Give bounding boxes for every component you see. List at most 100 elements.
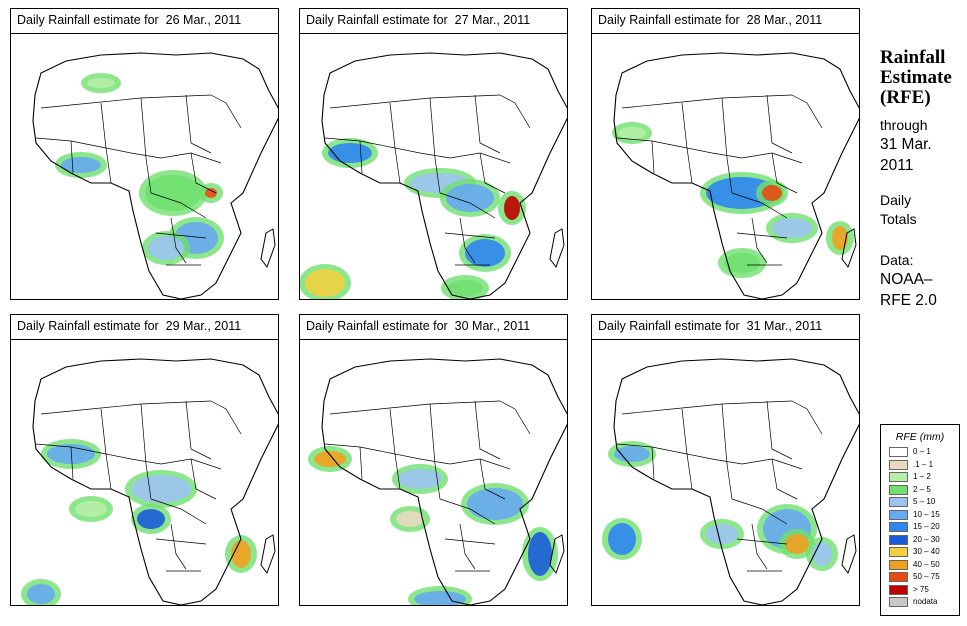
legend-label: .1 – 1 [913, 459, 934, 469]
rainfall-area [137, 509, 165, 529]
legend-label: 30 – 40 [913, 547, 940, 556]
legend-label: 0 – 1 [913, 447, 931, 456]
rainfall-area [832, 226, 848, 250]
country-border [210, 400, 242, 435]
rainfall-area [205, 188, 217, 198]
rainfall-area [614, 446, 650, 462]
country-border [751, 217, 768, 264]
country-border [434, 157, 441, 194]
country-border [130, 152, 222, 164]
rainfall-area [75, 501, 107, 517]
rainfall-area [61, 157, 101, 173]
rainfall-area [706, 524, 738, 544]
country-border [170, 523, 187, 570]
country-border [721, 97, 728, 159]
country-border [145, 157, 152, 194]
coastline [321, 52, 567, 299]
legend-label: 50 – 75 [913, 572, 940, 581]
country-border [359, 140, 363, 174]
rainfall-area [148, 236, 184, 260]
country-border [100, 408, 132, 460]
rainfall-area [618, 127, 646, 139]
country-border [155, 232, 207, 239]
color-legend: RFE (mm) 0 – 1 .1 – 1 1 – 2 2 – 5 5 – 10 10 –… [880, 424, 960, 616]
data-source-label: Data: [880, 252, 914, 268]
country-border [771, 458, 798, 500]
coastline [321, 358, 567, 605]
rainfall-map-panel: Daily Rainfall estimate for 26 Mar., 201… [10, 8, 279, 300]
map-canvas [21, 358, 278, 605]
country-border [736, 232, 788, 239]
country-border [155, 538, 207, 545]
legend-swatch [889, 509, 908, 520]
country-border [771, 152, 798, 194]
country-border [389, 408, 421, 460]
legend-label: 10 – 15 [913, 509, 940, 519]
country-border [389, 102, 421, 154]
country-border [651, 446, 655, 480]
country-border [105, 453, 112, 490]
panel-title: Daily Rainfall estimate for 29 Mar., 201… [11, 315, 278, 340]
country-border [190, 152, 217, 194]
map-canvas [308, 358, 567, 605]
through-label: through [880, 117, 928, 133]
coastline [613, 358, 859, 605]
madagascar-outline [549, 534, 565, 575]
country-border [621, 94, 793, 109]
country-border [419, 458, 511, 470]
country-border [185, 94, 212, 154]
rainfall-area [27, 584, 55, 604]
country-border [210, 94, 242, 129]
coastline [32, 358, 278, 605]
rainfall-area [314, 451, 346, 467]
country-border [40, 400, 212, 415]
rainfall-map-panel: Daily Rainfall estimate for 27 Mar., 201… [299, 8, 568, 300]
madagascar-outline [841, 534, 857, 575]
period-label: Daily Totals [880, 192, 917, 227]
country-border [105, 147, 112, 184]
legend-label: 15 – 20 [913, 522, 940, 531]
rainfall-area [724, 253, 760, 273]
legend-swatch [889, 497, 908, 507]
country-border [621, 400, 793, 415]
country-border [140, 97, 147, 159]
legend-swatch [889, 547, 908, 557]
country-border [499, 94, 531, 129]
rainfall-area [465, 239, 505, 267]
country-border [686, 453, 693, 490]
africa-rainfall-map [11, 33, 278, 299]
country-border [474, 94, 501, 154]
country-border [429, 403, 436, 465]
country-border [130, 458, 222, 470]
end-date: 31 Mar. 2011 [880, 136, 932, 174]
country-border [751, 523, 768, 570]
country-border [40, 94, 212, 109]
country-border [439, 498, 496, 525]
country-border [439, 192, 496, 219]
legend-swatch [889, 447, 908, 457]
legend-label: 2 – 5 [913, 484, 931, 494]
map-canvas [300, 52, 567, 299]
country-border [736, 538, 788, 545]
country-border [150, 192, 207, 219]
rainfall-area [762, 185, 782, 201]
legend-swatch [889, 534, 908, 545]
rainfall-area [608, 523, 636, 555]
country-border [329, 94, 501, 109]
rainfall-area [131, 475, 191, 503]
country-border [145, 463, 152, 500]
country-border [170, 217, 187, 264]
product-title: Rainfall Estimate (RFE) [880, 47, 952, 108]
panel-title: Daily Rainfall estimate for 30 Mar., 201… [300, 315, 567, 340]
country-border [499, 400, 531, 435]
country-border [150, 498, 207, 525]
panel-title: Daily Rainfall estimate for 31 Mar., 201… [592, 315, 859, 340]
africa-rainfall-map [592, 33, 859, 299]
rainfall-area [446, 184, 494, 212]
country-border [731, 192, 788, 219]
legend-title: RFE (mm) [895, 431, 945, 443]
country-border [721, 403, 728, 465]
legend-swatch [889, 459, 908, 470]
country-border [70, 140, 74, 174]
legend-swatch [889, 559, 908, 570]
